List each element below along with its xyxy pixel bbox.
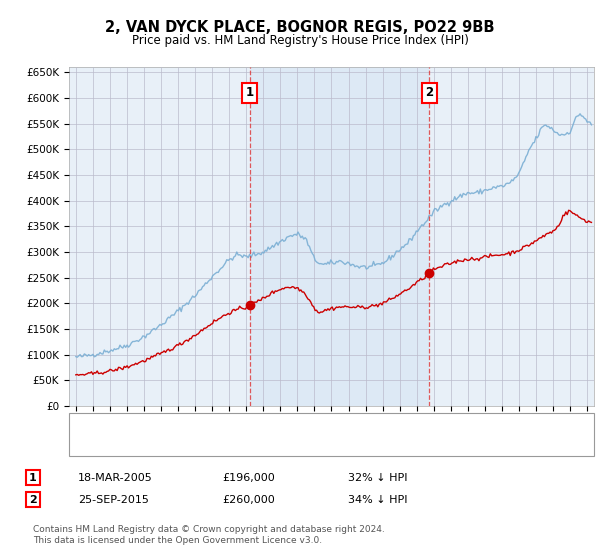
Text: 1: 1 xyxy=(29,473,37,483)
Text: 2, VAN DYCK PLACE, BOGNOR REGIS, PO22 9BB (detached house): 2, VAN DYCK PLACE, BOGNOR REGIS, PO22 9B… xyxy=(113,420,456,430)
Text: 2: 2 xyxy=(425,86,433,99)
Bar xyxy=(250,67,429,406)
Text: 18-MAR-2005: 18-MAR-2005 xyxy=(78,473,153,483)
Text: 32% ↓ HPI: 32% ↓ HPI xyxy=(348,473,407,483)
Text: 2: 2 xyxy=(29,494,37,505)
Text: Contains HM Land Registry data © Crown copyright and database right 2024.
This d: Contains HM Land Registry data © Crown c… xyxy=(33,525,385,545)
FancyBboxPatch shape xyxy=(69,413,594,456)
Text: £196,000: £196,000 xyxy=(222,473,275,483)
Text: 25-SEP-2015: 25-SEP-2015 xyxy=(78,494,149,505)
Text: 34% ↓ HPI: 34% ↓ HPI xyxy=(348,494,407,505)
Text: Price paid vs. HM Land Registry's House Price Index (HPI): Price paid vs. HM Land Registry's House … xyxy=(131,34,469,46)
Text: 1: 1 xyxy=(246,86,254,99)
Text: HPI: Average price, detached house, Arun: HPI: Average price, detached house, Arun xyxy=(113,440,331,450)
Text: £260,000: £260,000 xyxy=(222,494,275,505)
Text: 2, VAN DYCK PLACE, BOGNOR REGIS, PO22 9BB: 2, VAN DYCK PLACE, BOGNOR REGIS, PO22 9B… xyxy=(105,20,495,35)
